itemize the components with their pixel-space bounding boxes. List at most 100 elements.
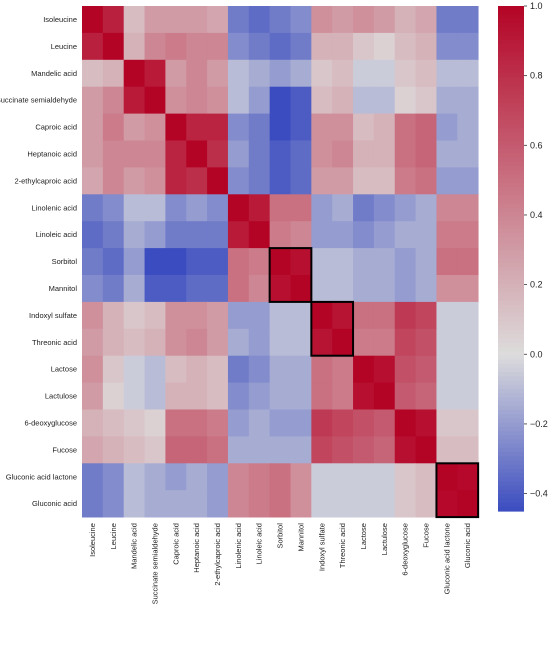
heatmap-cell-10-10 (290, 275, 312, 303)
heatmap-cell-16-6 (207, 436, 229, 464)
heatmap-cell-0-2 (123, 6, 145, 34)
heatmap-cell-14-1 (102, 382, 125, 410)
heatmap-cell-17-8 (248, 463, 271, 491)
heatmap-cell-0-16 (415, 6, 437, 34)
column-label: Sorbitol (276, 523, 285, 549)
heatmap-cell-1-9 (269, 32, 291, 61)
heatmap-cell-7-2 (123, 194, 145, 222)
row-label: Lactose (51, 365, 77, 374)
heatmap-cell-5-1 (102, 140, 125, 168)
colorbar-tick-label: 0.2 (530, 280, 543, 290)
heatmap-cell-15-14 (373, 409, 396, 437)
colorbar-segment (498, 81, 524, 87)
heatmap-cell-10-3 (144, 275, 166, 303)
heatmap-cell-15-12 (332, 409, 354, 437)
colorbar-segment (498, 292, 524, 297)
colorbar-segment (498, 153, 524, 159)
column-label: Indoxyl sulfate (317, 523, 326, 571)
heatmap-cell-5-14 (373, 140, 396, 168)
colorbar-segment (498, 199, 524, 205)
heatmap-cell-3-2 (123, 86, 145, 114)
heatmap-cell-9-2 (123, 248, 145, 276)
heatmap-cell-14-7 (227, 382, 250, 410)
heatmap-cell-11-16 (415, 301, 437, 330)
heatmap-cell-7-7 (227, 194, 250, 222)
heatmap-cell-14-3 (144, 382, 166, 410)
heatmap-cell-12-15 (394, 328, 416, 357)
heatmap-cell-10-12 (332, 275, 354, 303)
colorbar-segment (498, 132, 524, 138)
heatmap-cell-7-17 (436, 194, 458, 222)
heatmap-cell-2-7 (227, 59, 250, 88)
heatmap-cell-0-15 (394, 6, 416, 34)
heatmap-cell-6-18 (457, 167, 479, 195)
heatmap-cell-14-14 (373, 382, 396, 410)
heatmap-cell-12-16 (415, 328, 437, 357)
colorbar-segment (498, 397, 524, 403)
heatmap-cell-12-18 (457, 328, 479, 357)
colorbar-segment (498, 229, 524, 234)
heatmap-cell-1-11 (311, 32, 333, 61)
heatmap-cell-6-0 (82, 167, 104, 195)
heatmap-cell-6-5 (186, 167, 208, 195)
heatmap-cell-4-18 (457, 113, 479, 141)
heatmap-cell-8-0 (82, 221, 104, 249)
heatmap-cell-0-3 (144, 6, 166, 34)
colorbar-segment (498, 473, 524, 478)
heatmap-cell-15-17 (436, 409, 458, 437)
colorbar-segment (498, 69, 524, 74)
heatmap-cell-15-1 (102, 409, 125, 437)
column-label: Linolenic acid (234, 523, 243, 568)
heatmap-cell-17-14 (373, 463, 396, 491)
heatmap-cell-12-6 (207, 328, 229, 357)
heatmap-cell-10-17 (436, 275, 458, 303)
heatmap-cell-11-17 (436, 301, 458, 330)
heatmap-cell-13-9 (269, 355, 291, 383)
heatmap-cell-11-14 (373, 301, 396, 330)
column-label: Mannitol (296, 523, 305, 552)
heatmap-cell-12-10 (290, 328, 312, 357)
heatmap-cell-9-1 (102, 248, 125, 276)
heatmap-cell-9-10 (290, 248, 312, 276)
colorbar-segment (498, 48, 524, 53)
heatmap-cell-13-6 (207, 355, 229, 383)
heatmap-cell-5-12 (332, 140, 354, 168)
heatmap-cell-1-16 (415, 32, 437, 61)
heatmap-cell-14-13 (353, 382, 375, 410)
heatmap-cell-16-12 (332, 436, 354, 464)
colorbar-segment (498, 77, 524, 83)
heatmap-cell-14-2 (123, 382, 145, 410)
colorbar-tick-label: 0.8 (530, 71, 543, 81)
heatmap-cell-8-15 (394, 221, 416, 249)
heatmap-cell-18-18 (457, 490, 479, 518)
heatmap-cell-18-3 (144, 490, 166, 518)
colorbar-segment (498, 10, 524, 16)
heatmap-cell-15-9 (269, 409, 291, 437)
colorbar-segment (498, 426, 524, 432)
colorbar-segment (498, 313, 524, 319)
heatmap-cell-18-14 (373, 490, 396, 518)
heatmap-cell-2-12 (332, 59, 354, 88)
heatmap-cell-13-3 (144, 355, 166, 383)
heatmap-cell-0-12 (332, 6, 354, 34)
heatmap-cell-14-17 (436, 382, 458, 410)
colorbar-segment (498, 334, 524, 340)
colorbar-segment (498, 363, 524, 369)
colorbar-segment (498, 212, 524, 218)
heatmap-cell-17-13 (353, 463, 375, 491)
heatmap-cell-6-7 (227, 167, 250, 195)
heatmap-cell-17-9 (269, 463, 291, 491)
colorbar-segment (498, 98, 524, 104)
heatmap-cell-18-6 (207, 490, 229, 518)
heatmap-cell-16-2 (123, 436, 145, 464)
colorbar-segment (498, 266, 524, 272)
heatmap-cell-5-9 (269, 140, 291, 168)
heatmap-cell-1-10 (290, 32, 312, 61)
heatmap-cell-16-3 (144, 436, 166, 464)
heatmap-cell-4-3 (144, 113, 166, 141)
heatmap-cell-11-18 (457, 301, 479, 330)
heatmap-cell-16-8 (248, 436, 271, 464)
heatmap-cell-9-6 (207, 248, 229, 276)
heatmap-cell-1-14 (373, 32, 396, 61)
heatmap-cell-16-4 (165, 436, 187, 464)
